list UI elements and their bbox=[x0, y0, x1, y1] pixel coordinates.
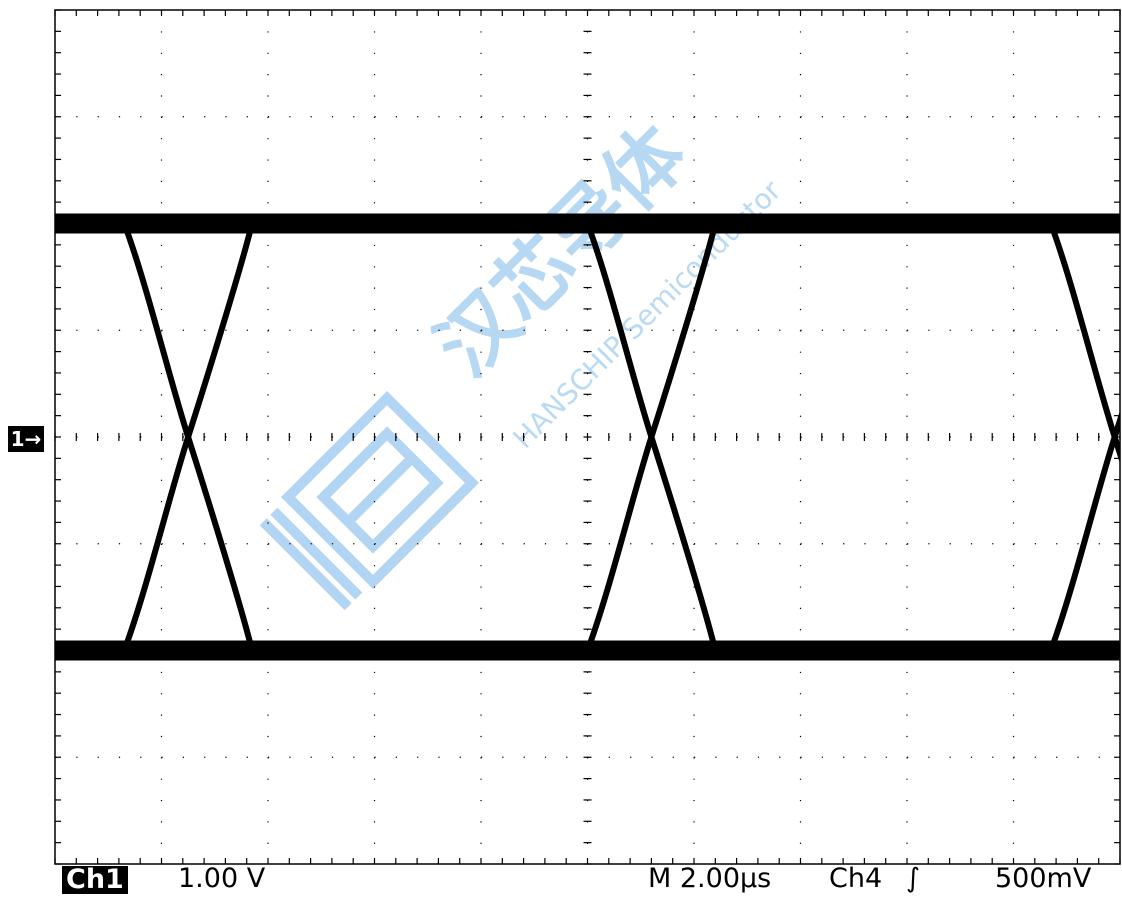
trigger-source: Ch4 bbox=[829, 863, 883, 894]
eye-diagram-traces bbox=[55, 213, 1120, 661]
trace-falling-edge bbox=[121, 222, 255, 652]
channel-1-ground-marker: 1→ bbox=[8, 426, 44, 452]
timebase: M 2.00µs bbox=[648, 863, 772, 894]
channel-scale: 1.00 V bbox=[178, 863, 266, 894]
trigger-slope-icon: ∫ bbox=[906, 863, 921, 894]
trace-falling-edge bbox=[584, 222, 719, 652]
trace-rising-edge bbox=[1047, 410, 1120, 652]
channel-label: Ch1 bbox=[62, 866, 128, 894]
watermark-chinese: 汉芯导体 bbox=[420, 109, 704, 393]
watermark-logo-icon bbox=[259, 391, 479, 611]
trigger-level: 500mV bbox=[995, 863, 1092, 894]
trace-falling-edge bbox=[1047, 222, 1120, 464]
